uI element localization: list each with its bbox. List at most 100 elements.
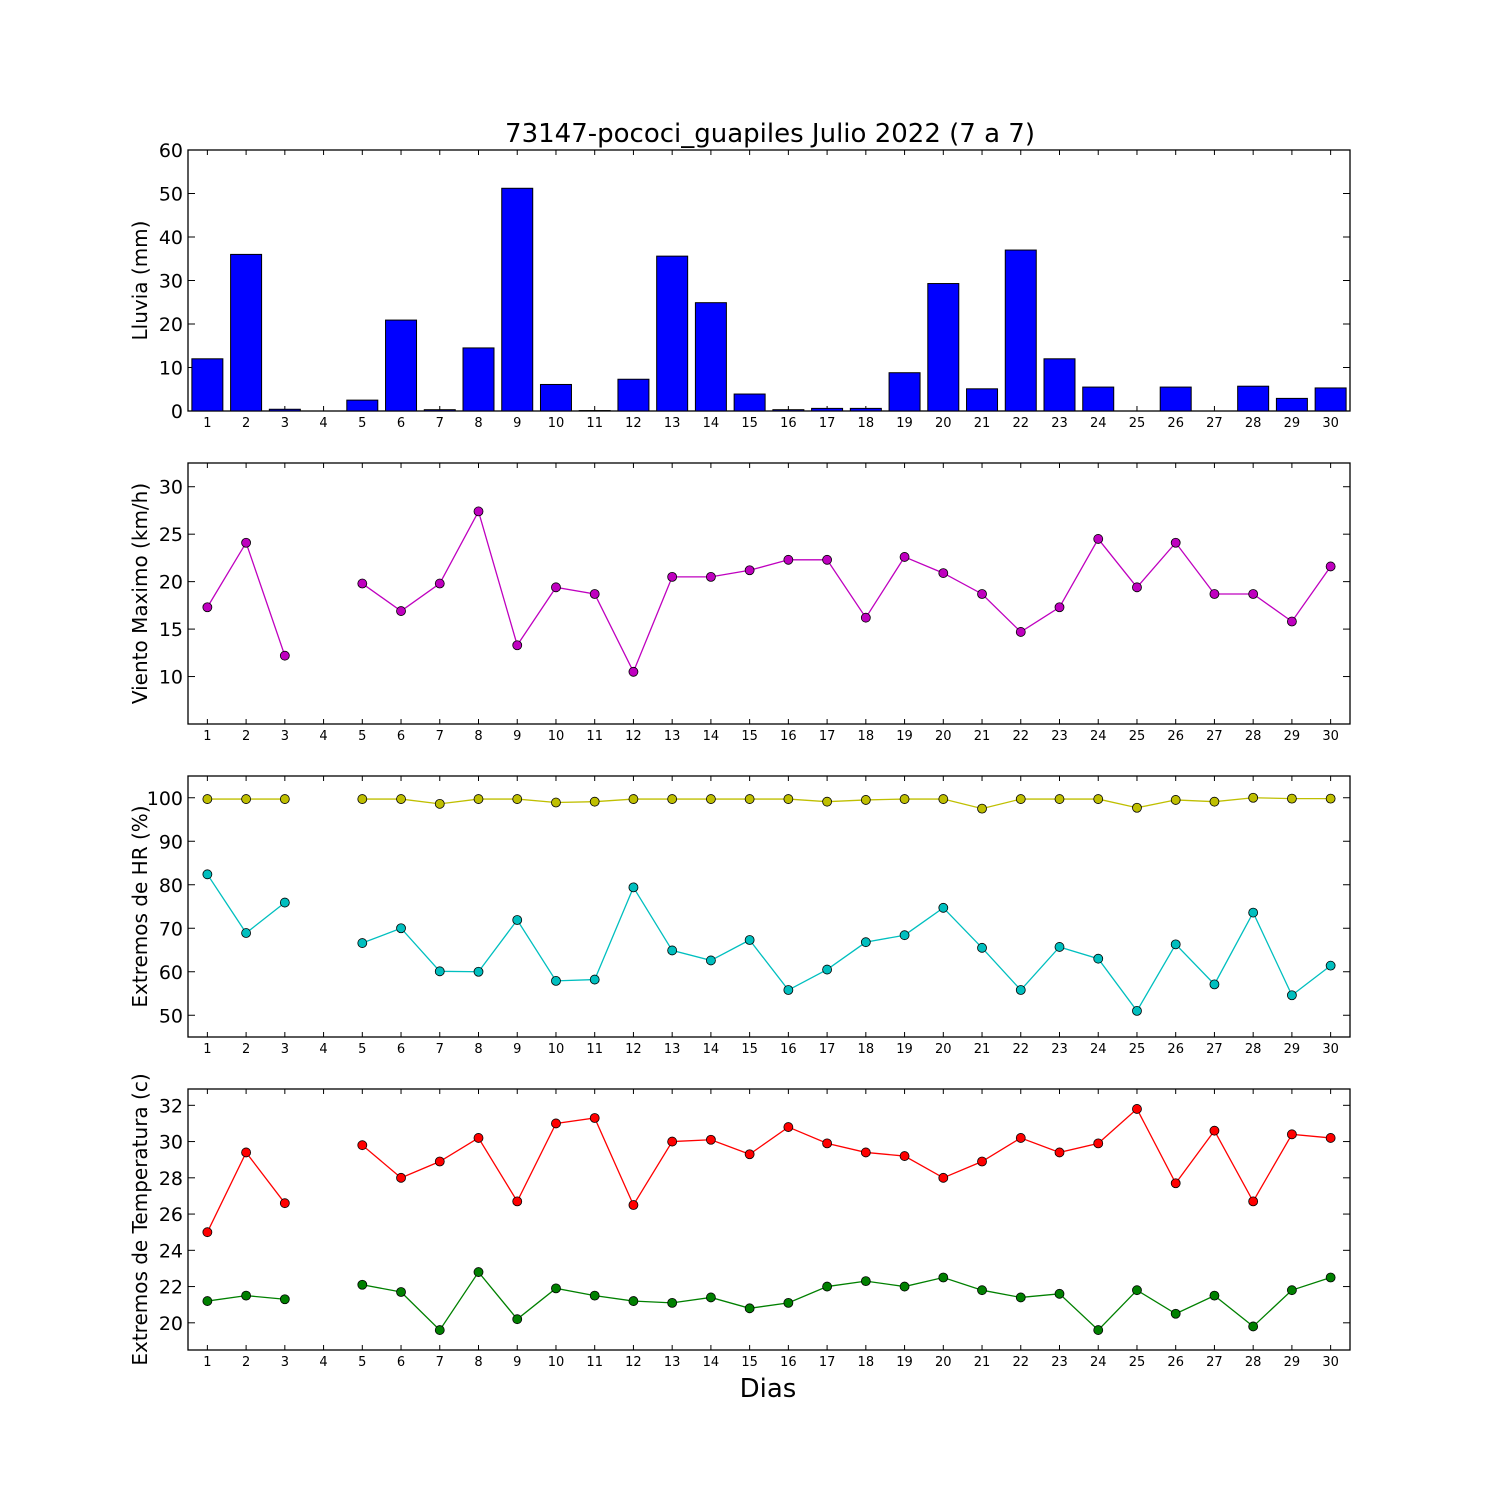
x-tick-label: 7: [436, 729, 444, 744]
series-line-2: [362, 1270, 1331, 1332]
data-point: [744, 565, 755, 576]
data-point: [860, 937, 871, 948]
x-tick-label: 6: [397, 1355, 405, 1370]
x-tick-label: 16: [780, 1042, 797, 1057]
data-point: [1015, 1292, 1026, 1303]
bar: [617, 378, 650, 412]
data-point: [202, 602, 213, 613]
x-tick-label: 13: [664, 1042, 681, 1057]
data-point: [1287, 616, 1297, 627]
x-tick-label: 4: [319, 1355, 327, 1370]
x-tick-label: 13: [664, 729, 681, 744]
data-point: [589, 974, 600, 985]
x-tick-label: 19: [896, 1355, 913, 1370]
x-tick-label: 18: [858, 1355, 875, 1370]
data-point: [1248, 792, 1259, 803]
x-tick-label: 15: [741, 729, 758, 744]
data-point: [1093, 1138, 1104, 1149]
data-point: [1325, 561, 1336, 572]
x-tick-label: 29: [1284, 1042, 1301, 1057]
x-tick-label: 18: [858, 1042, 875, 1057]
data-point: [783, 985, 794, 995]
x-tick-label: 11: [586, 1042, 603, 1057]
x-tick-label: 14: [703, 729, 720, 744]
bar: [1159, 386, 1192, 412]
data-point: [822, 1281, 832, 1292]
data-point: [977, 589, 987, 599]
x-tick-label: 4: [319, 416, 327, 431]
x-tick-label: 26: [1167, 729, 1184, 744]
data-point: [1015, 627, 1026, 637]
data-point: [1015, 985, 1026, 995]
x-tick-label: 18: [858, 416, 875, 431]
data-point: [396, 923, 406, 934]
data-point: [551, 975, 561, 986]
data-point: [706, 1134, 716, 1145]
data-point: [241, 1290, 252, 1301]
data-point: [1093, 953, 1104, 964]
data-point: [1209, 979, 1220, 990]
x-tick-label: 28: [1245, 1355, 1262, 1370]
y-tick-label: 70: [159, 918, 183, 940]
y-tick-label: 28: [159, 1168, 183, 1190]
x-tick-label: 14: [703, 416, 720, 431]
bar: [346, 399, 379, 412]
bar: [1082, 386, 1115, 412]
bar: [539, 383, 572, 412]
data-point: [357, 938, 368, 948]
data-point: [1093, 534, 1104, 544]
data-point: [899, 930, 910, 941]
data-point: [396, 794, 406, 804]
x-tick-label: 3: [281, 416, 289, 431]
data-point: [744, 1149, 755, 1160]
y-tick-label: 25: [159, 524, 183, 546]
data-point: [1170, 537, 1181, 548]
data-point: [551, 582, 561, 593]
data-point: [241, 928, 252, 938]
x-tick-label: 10: [548, 416, 565, 431]
bar: [772, 409, 805, 412]
x-tick-label: 7: [436, 416, 444, 431]
data-point: [899, 794, 910, 804]
data-point: [1287, 1285, 1297, 1296]
x-tick-label: 1: [203, 1355, 211, 1370]
x-tick-label: 20: [935, 1355, 952, 1370]
y-axis-label: Extremos de HR (%): [128, 805, 152, 1007]
x-tick-label: 26: [1167, 1042, 1184, 1057]
data-point: [1248, 589, 1259, 599]
data-point: [860, 612, 871, 623]
data-point: [589, 1290, 600, 1301]
x-tick-label: 24: [1090, 1042, 1107, 1057]
bar: [1314, 387, 1347, 412]
data-point: [512, 1196, 523, 1207]
data-point: [434, 1156, 445, 1167]
x-axis-label: Dias: [740, 1374, 797, 1404]
data-point: [783, 554, 794, 565]
bar: [888, 372, 921, 412]
x-tick-label: 5: [358, 729, 366, 744]
data-point: [1248, 1196, 1259, 1207]
x-tick-label: 12: [625, 729, 642, 744]
x-tick-label: 8: [474, 1042, 482, 1057]
x-tick-label: 13: [664, 1355, 681, 1370]
bar: [966, 388, 999, 412]
data-point: [860, 1147, 871, 1158]
x-tick-label: 22: [1012, 1355, 1029, 1370]
data-point: [241, 1147, 252, 1158]
data-point: [706, 1292, 716, 1303]
data-point: [706, 955, 716, 966]
data-point: [783, 1122, 794, 1132]
x-tick-label: 17: [819, 1355, 836, 1370]
data-point: [1015, 794, 1026, 804]
data-point: [434, 578, 445, 589]
x-tick-label: 4: [319, 729, 327, 744]
data-point: [202, 1296, 213, 1306]
x-tick-label: 27: [1206, 1042, 1223, 1057]
x-tick-label: 13: [664, 416, 681, 431]
series-line-2: [362, 885, 1332, 1013]
